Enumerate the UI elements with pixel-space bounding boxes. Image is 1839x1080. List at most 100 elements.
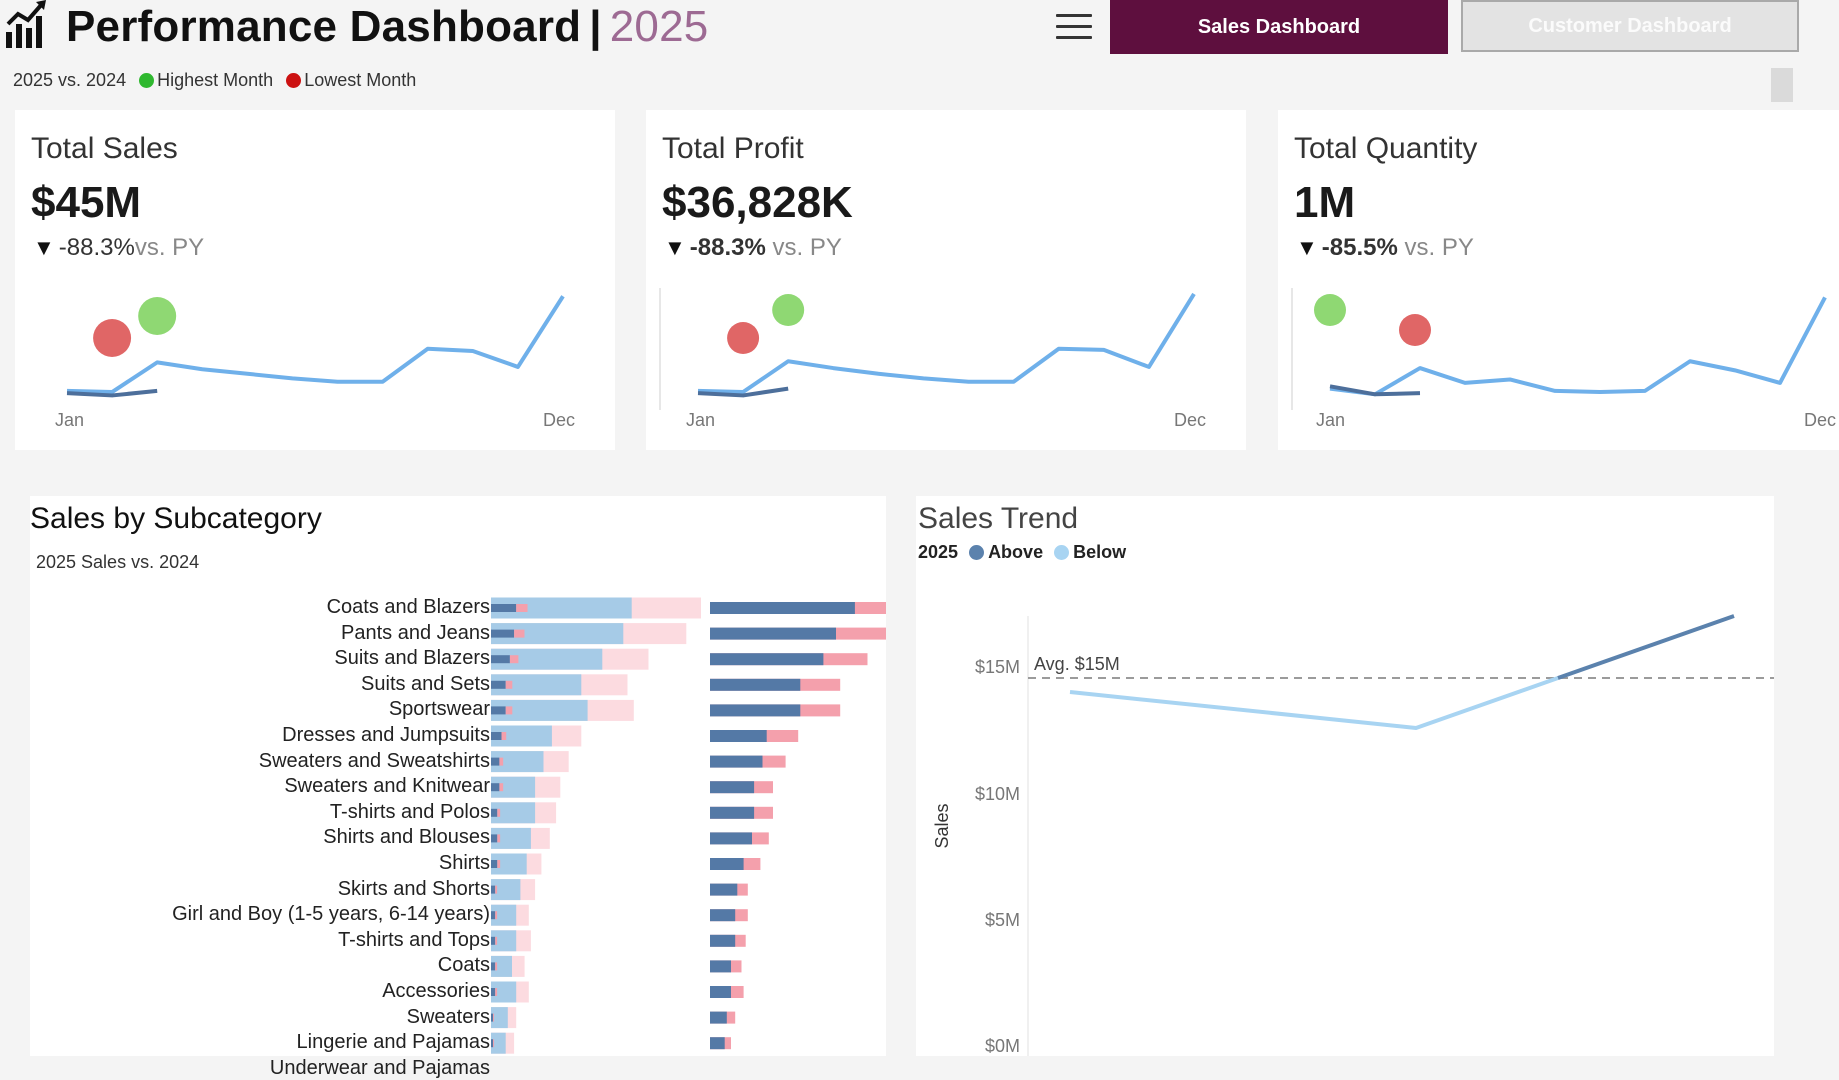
lowest-month-marker[interactable] [727,322,760,354]
current-year-bar[interactable] [491,648,603,670]
current-year-bar[interactable] [491,981,517,1003]
lowest-month-marker[interactable] [93,319,132,357]
comparison-current-bar[interactable] [710,806,755,819]
ytd-prior-bar[interactable] [493,1013,495,1022]
ytd-prior-bar[interactable] [516,604,528,612]
comparison-current-bar[interactable] [710,678,801,691]
sales-dashboard-button[interactable]: Sales Dashboard [1110,0,1448,54]
comparison-current-bar[interactable] [710,602,855,614]
kpi-sparkline[interactable] [15,110,615,450]
ytd-current-bar[interactable] [491,783,500,792]
current-year-bar[interactable] [491,802,536,824]
ytd-current-bar[interactable] [491,629,515,638]
comparison-current-bar[interactable] [710,1011,727,1024]
comparison-current-bar[interactable] [710,627,836,640]
comparison-current-bar[interactable] [710,858,744,870]
ytd-current-bar[interactable] [491,834,498,843]
comparison-current-bar[interactable] [710,1037,725,1050]
legend-year: 2025 [918,542,959,562]
kpi-change: ▼ -88.3% vs. PY [664,234,842,262]
kpi-sparkline[interactable] [646,110,1246,450]
ytd-current-bar[interactable] [491,655,510,664]
comparison-current-bar[interactable] [710,755,763,768]
comparison-current-bar[interactable] [710,934,736,947]
ytd-prior-bar[interactable] [495,962,498,971]
ytd-prior-bar[interactable] [497,808,501,817]
prior-year-line[interactable] [697,386,789,398]
ytd-current-bar[interactable] [491,706,506,715]
y-tick-label: $5M [985,910,1020,930]
comparison-current-bar[interactable] [710,704,801,717]
current-year-bar[interactable] [491,853,527,875]
customer-dashboard-button[interactable]: Customer Dashboard [1461,0,1799,52]
sales-trend-chart[interactable]: $15M $10M $5M $0M Sales Avg. $15M [916,496,1774,1056]
current-year-bar[interactable] [491,725,552,747]
ytd-prior-bar[interactable] [495,911,498,920]
kpi-sparkline[interactable] [1278,110,1839,450]
highest-month-marker[interactable] [1314,294,1346,326]
ytd-prior-bar[interactable] [499,757,504,766]
kpi-card-profit[interactable]: Total Profit $36,828K ▼ -88.3% vs. PY Jan… [646,110,1246,450]
current-year-line[interactable] [66,295,565,395]
ytd-prior-bar[interactable] [501,732,507,740]
ytd-prior-bar[interactable] [497,834,501,843]
ytd-current-bar[interactable] [491,911,496,920]
current-year-bar[interactable] [491,904,517,926]
above-average-line[interactable] [1557,614,1735,680]
ytd-current-bar[interactable] [491,680,506,689]
current-year-bar[interactable] [491,699,588,721]
comparison-current-bar[interactable] [710,909,736,922]
current-year-bar[interactable] [491,776,536,798]
current-year-bar[interactable] [491,674,582,696]
scrollbar-thumb[interactable] [1771,68,1793,102]
ytd-current-bar[interactable] [491,1039,494,1048]
ytd-current-bar[interactable] [491,732,502,740]
kpi-card-quantity[interactable]: Total Quantity 1M ▼ -85.5% vs. PY Jan Dec [1278,110,1839,450]
ytd-current-bar[interactable] [491,988,496,996]
current-year-bar[interactable] [491,597,632,619]
ytd-prior-bar[interactable] [509,655,519,664]
ytd-prior-bar[interactable] [497,860,501,868]
ytd-current-bar[interactable] [491,860,498,868]
prior-year-line[interactable] [66,388,158,398]
current-year-bar[interactable] [491,930,517,952]
comparison-current-bar[interactable] [710,653,824,666]
ytd-prior-bar[interactable] [495,988,498,996]
current-year-bar[interactable] [491,879,521,901]
ytd-prior-bar[interactable] [495,885,498,894]
lowest-month-marker[interactable] [1399,314,1431,346]
prior-year-line[interactable] [1329,384,1421,397]
ytd-current-bar[interactable] [491,1013,494,1022]
comparison-current-bar[interactable] [710,730,767,742]
ytd-prior-bar[interactable] [505,680,513,689]
current-year-bar[interactable] [491,955,512,977]
ytd-prior-bar[interactable] [514,629,525,638]
highest-month-marker[interactable] [772,294,805,326]
hamburger-icon[interactable] [1056,14,1092,42]
highest-month-marker[interactable] [138,297,177,335]
below-average-line[interactable] [1069,676,1559,730]
ytd-prior-bar[interactable] [495,936,498,945]
current-year-line[interactable] [697,292,1196,395]
kpi-card-sales[interactable]: Total Sales $45M ▼ -88.3%vs. PY Jan Dec [15,110,615,450]
ytd-current-bar[interactable] [491,885,496,894]
ytd-current-bar[interactable] [491,757,500,766]
comparison-current-bar[interactable] [710,781,755,794]
comparison-current-bar[interactable] [710,832,752,845]
ytd-current-bar[interactable] [491,962,496,971]
current-year-bar[interactable] [491,1007,508,1029]
ytd-prior-bar[interactable] [493,1039,495,1048]
subcategory-bars[interactable] [30,496,886,1056]
ytd-prior-bar[interactable] [499,783,504,792]
comparison-current-bar[interactable] [710,986,731,998]
current-year-bar[interactable] [491,623,624,645]
current-year-bar[interactable] [491,751,544,773]
current-year-line[interactable] [1329,296,1827,397]
current-year-bar[interactable] [491,827,531,849]
ytd-prior-bar[interactable] [505,706,513,715]
ytd-current-bar[interactable] [491,604,517,612]
comparison-current-bar[interactable] [710,960,731,973]
comparison-current-bar[interactable] [710,883,738,896]
ytd-current-bar[interactable] [491,936,496,945]
ytd-current-bar[interactable] [491,808,498,817]
